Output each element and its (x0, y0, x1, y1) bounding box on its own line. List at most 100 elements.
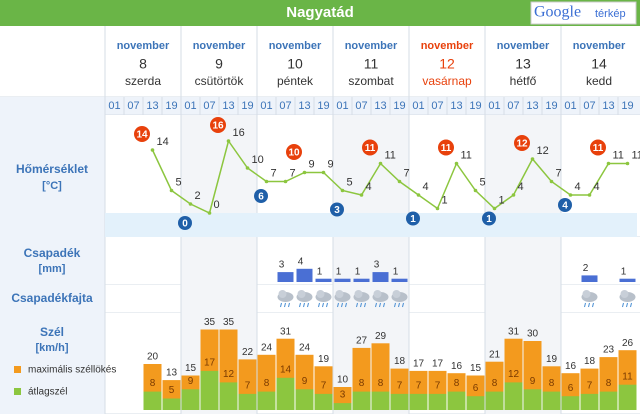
wind-label: 30 (527, 329, 539, 340)
precip-label: 2 (583, 263, 589, 274)
legend-swatch (14, 388, 21, 395)
hour-label: 19 (621, 100, 633, 112)
wind-label: 7 (416, 381, 422, 392)
row-label: [°C] (42, 180, 62, 192)
hour-label: 07 (431, 100, 443, 112)
temperature-label: 16 (233, 127, 245, 139)
max-badge-label: 16 (212, 121, 224, 132)
rain-drop (318, 302, 320, 308)
wind-bar (523, 389, 542, 410)
min-badge (482, 211, 496, 226)
min-badge-label: 0 (182, 219, 188, 230)
temperature-label: 4 (423, 181, 429, 193)
min-badge (254, 189, 268, 203)
min-badge (406, 211, 420, 226)
rain-drop (360, 302, 362, 308)
temperature-line (151, 139, 628, 215)
precip-bar (391, 278, 408, 282)
hour-label: 01 (108, 100, 120, 112)
temperature-point (530, 157, 535, 161)
min-badge-label: 1 (410, 214, 416, 225)
rain-drop (345, 302, 347, 308)
temperature-label: 10 (252, 154, 264, 166)
temperature-point (397, 179, 402, 184)
hour-label: 01 (564, 100, 576, 112)
hour-label: 13 (602, 100, 614, 112)
wind-label: 8 (454, 378, 460, 389)
day-month: november (117, 40, 170, 52)
min-badge (178, 216, 192, 230)
rain-drop (394, 302, 396, 308)
wind-label: 10 (337, 375, 349, 386)
hour-label: 01 (336, 100, 348, 112)
wind-label: 15 (185, 363, 197, 374)
wind-label: 14 (280, 364, 292, 375)
temperature-point (492, 206, 497, 211)
row-label: Csapadék (24, 246, 81, 260)
wind-label: 9 (188, 376, 194, 387)
precip-label: 1 (621, 266, 627, 277)
day-number: 14 (591, 56, 607, 72)
wind-label: 8 (378, 378, 384, 389)
wind-label: 17 (413, 359, 425, 370)
rain-drop (402, 302, 404, 308)
wind-bar (390, 393, 409, 410)
precip-bar (581, 275, 598, 282)
precip-bar (619, 278, 636, 282)
precip-label: 1 (317, 266, 323, 277)
legend-label: maximális széllökés (28, 365, 116, 376)
below-zero (105, 213, 637, 237)
wind-label: 6 (568, 383, 574, 394)
wind-bar (352, 391, 371, 410)
max-badge-label: 12 (516, 139, 528, 150)
hour-label: 19 (317, 100, 329, 112)
max-badge-label: 11 (441, 143, 452, 154)
temperature-label: 0 (214, 199, 220, 211)
rain-drop (383, 302, 385, 308)
temperature-label: 7 (556, 167, 562, 179)
precip-bar (315, 278, 332, 282)
wind-bar (200, 370, 219, 410)
rain-cloud (373, 290, 382, 298)
wind-label: 12 (508, 369, 520, 380)
logo-box[interactable] (530, 1, 637, 25)
wind-label: 27 (356, 336, 368, 347)
legend-swatch (14, 366, 21, 373)
wind-label: 18 (584, 356, 596, 367)
wind-label: 20 (147, 352, 159, 363)
hour-label: 07 (355, 100, 367, 112)
wind-bar (466, 396, 485, 410)
wind-label: 35 (223, 317, 235, 328)
day-weekday: szerda (125, 74, 161, 88)
logo-google[interactable]: Google (534, 4, 581, 21)
temperature-point (473, 188, 478, 193)
precip-label: 1 (336, 266, 342, 277)
max-badge (514, 135, 530, 151)
wind-bar (314, 393, 333, 410)
precip-label: 1 (355, 266, 361, 277)
wind-label: 29 (375, 331, 387, 342)
precip-bar (277, 272, 294, 282)
temperature-label: 14 (157, 136, 169, 148)
day-weekday: vasárnap (422, 74, 472, 88)
temperature-label: 1 (442, 194, 448, 206)
temperature-point (568, 193, 573, 197)
day-shade (181, 285, 257, 313)
row-label: [km/h] (36, 342, 69, 354)
row-bg (0, 26, 640, 97)
temperature-point (359, 193, 364, 197)
wind-label: 23 (603, 345, 615, 356)
rain-cloud (316, 290, 325, 298)
wind-bar (219, 382, 238, 410)
wind-label: 17 (204, 358, 216, 369)
wind-label: 8 (264, 378, 270, 389)
max-badge (286, 144, 302, 160)
rain-drop (364, 302, 366, 308)
logo-map[interactable]: térkép (595, 8, 626, 20)
precip-label: 3 (374, 260, 380, 271)
temperature-point (264, 179, 269, 184)
hour-label: 13 (374, 100, 386, 112)
temperature-label: 9 (328, 158, 334, 170)
wind-bar (447, 391, 466, 410)
day-weekday: csütörtök (195, 74, 245, 88)
